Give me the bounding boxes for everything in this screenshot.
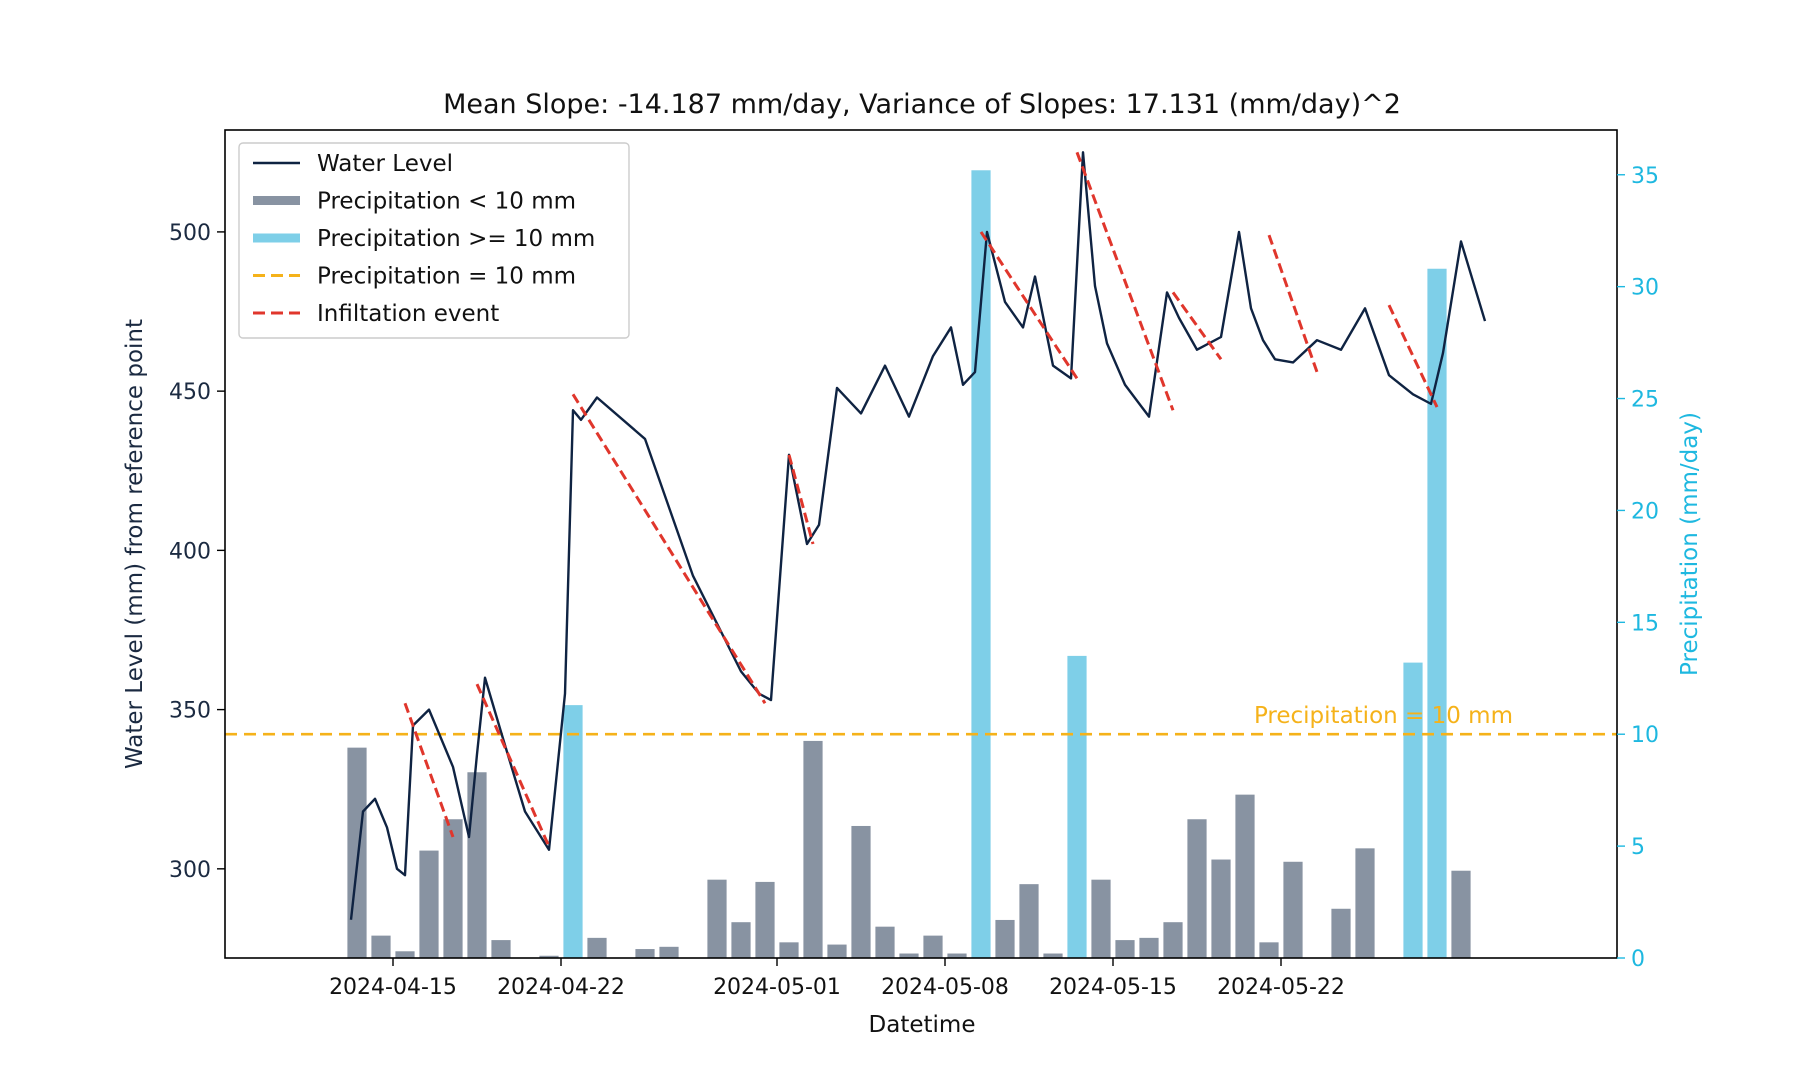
precip-bar	[1091, 879, 1111, 958]
right-tick-label: 5	[1631, 835, 1645, 860]
precip-bar	[563, 705, 583, 958]
precipitation-bars	[347, 170, 1471, 959]
right-tick-label: 30	[1631, 276, 1659, 301]
precip-bar	[443, 819, 463, 958]
infiltration-line	[787, 454, 815, 545]
precip-bar	[635, 949, 655, 958]
precip-bar	[995, 919, 1015, 958]
precip-bar	[755, 881, 775, 958]
precip-bar	[1019, 884, 1039, 958]
infiltration-line	[475, 683, 551, 848]
precip-bar	[803, 740, 823, 958]
x-tick-label: 2024-04-15	[329, 975, 457, 1000]
infiltration-line	[1171, 291, 1223, 361]
precip-bar	[1139, 937, 1159, 958]
water-level-series	[349, 151, 1487, 920]
precip-bar	[707, 879, 727, 958]
precip-bar	[1427, 268, 1447, 958]
precip-bar	[875, 926, 895, 958]
left-tick-label: 400	[169, 539, 211, 564]
precip-bar	[1043, 953, 1063, 958]
precip-bar	[659, 946, 679, 958]
precip-bar	[1163, 922, 1183, 958]
x-tick-label: 2024-05-15	[1049, 975, 1177, 1000]
x-tick-label: 2024-04-22	[497, 975, 625, 1000]
precip-bar	[1187, 819, 1207, 958]
precip-bar	[347, 747, 367, 958]
legend-box	[238, 142, 630, 339]
infiltration-line	[1387, 304, 1439, 408]
legend-label: Precipitation >= 10 mm	[317, 226, 595, 252]
precip-bar	[467, 772, 487, 958]
legend: Water Level Precipitation < 10 mm Precipit…	[238, 142, 630, 339]
right-tick-label: 25	[1631, 388, 1659, 413]
right-axis-ticks: 0 5 10 15 20 25 30 35	[1617, 164, 1659, 972]
precip-bar	[1259, 942, 1279, 958]
precip-bar	[827, 944, 847, 958]
precip-bar	[1067, 655, 1087, 958]
precip-bar	[1211, 859, 1231, 958]
infiltration-events	[403, 151, 1439, 848]
legend-label: Infiltation event	[317, 301, 499, 327]
precip-bar	[779, 942, 799, 958]
precip-bar	[539, 955, 559, 958]
legend-label: Water Level	[317, 151, 453, 177]
x-axis-label: Datetime	[869, 1012, 976, 1038]
x-tick-label: 2024-05-22	[1217, 975, 1345, 1000]
precip-bar	[947, 953, 967, 958]
right-tick-label: 0	[1631, 947, 1645, 972]
left-axis-ticks: 300 350 400 450 500	[169, 221, 225, 883]
precip-bar	[1331, 908, 1351, 958]
infiltration-line	[1075, 151, 1175, 411]
precip-bar	[851, 825, 871, 958]
x-axis-ticks: 2024-04-15 2024-04-22 2024-05-01 2024-05-08…	[329, 958, 1345, 1000]
precip-bar	[587, 937, 607, 958]
right-tick-label: 20	[1631, 499, 1659, 524]
left-tick-label: 350	[169, 699, 211, 724]
plot-frame	[224, 129, 1618, 959]
infiltration-line	[1267, 234, 1319, 373]
left-tick-label: 450	[169, 380, 211, 405]
right-axis-label: Precipitation (mm/day)	[1677, 412, 1703, 676]
precip-bar	[1355, 848, 1375, 958]
right-tick-label: 35	[1631, 164, 1659, 189]
chart-title: Mean Slope: -14.187 mm/day, Variance of …	[443, 89, 1401, 120]
precip-bar	[395, 951, 415, 958]
left-axis-label: Water Level (mm) from reference point	[122, 319, 148, 769]
precip-bar	[491, 940, 511, 958]
precip-bar	[371, 935, 391, 958]
precip-bar	[1115, 940, 1135, 958]
precip-bar	[731, 922, 751, 958]
precip-bar	[1283, 861, 1303, 958]
infiltration-line	[403, 702, 455, 838]
x-tick-label: 2024-05-01	[713, 975, 841, 1000]
left-tick-label: 500	[169, 221, 211, 246]
precip-bar	[923, 935, 943, 958]
x-tick-label: 2024-05-08	[881, 975, 1009, 1000]
precip-bar	[419, 850, 439, 958]
threshold-label: Precipitation = 10 mm	[1254, 703, 1513, 729]
left-tick-label: 300	[169, 858, 211, 883]
legend-label: Precipitation = 10 mm	[317, 264, 576, 290]
infiltration-line	[571, 393, 767, 705]
right-tick-label: 10	[1631, 723, 1659, 748]
precip-bar	[1451, 870, 1471, 958]
precip-bar	[1403, 662, 1423, 958]
water-level-line	[349, 151, 1487, 920]
right-tick-label: 15	[1631, 611, 1659, 636]
precip-bar	[1235, 794, 1255, 958]
precip-bar	[899, 953, 919, 958]
legend-label: Precipitation < 10 mm	[317, 189, 576, 215]
